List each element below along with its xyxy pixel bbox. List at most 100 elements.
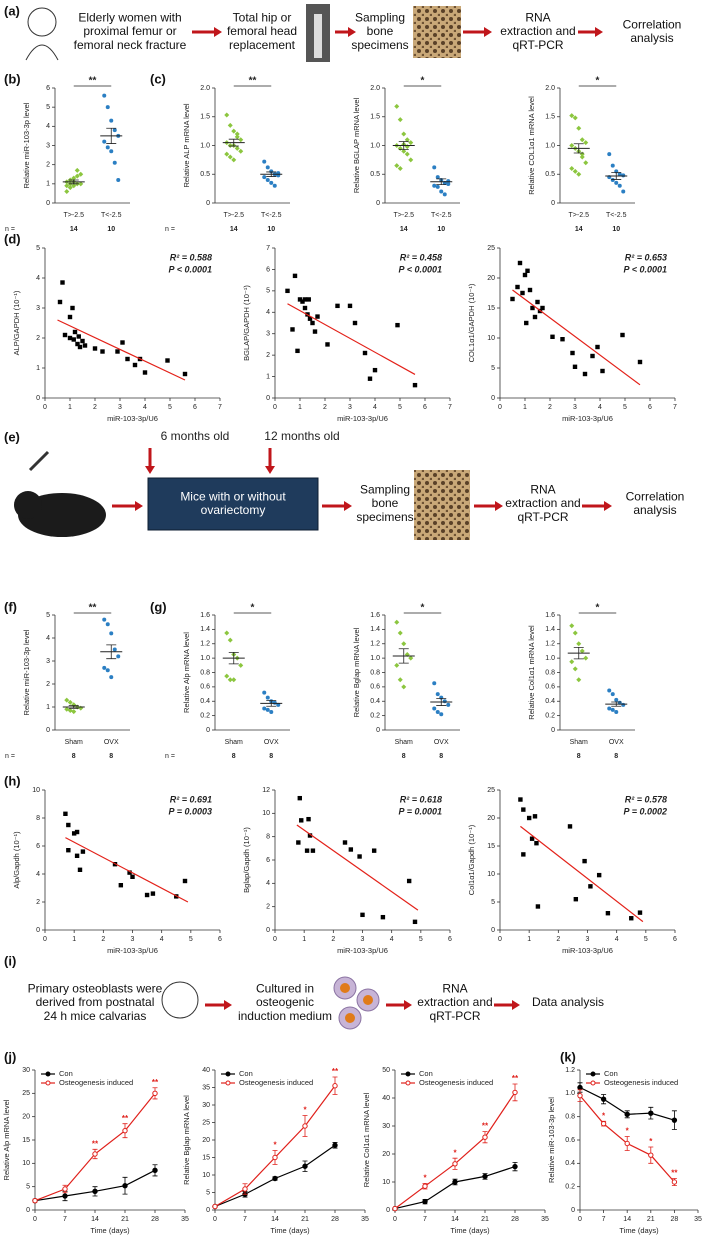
panel-label: (i) — [4, 953, 16, 968]
data-point — [302, 1123, 308, 1129]
flow-arrowhead — [495, 501, 503, 511]
x-tick-label: 7 — [218, 404, 222, 411]
data-point — [412, 382, 418, 388]
data-point — [482, 1134, 488, 1140]
flow-text: Data analysis — [532, 995, 604, 1009]
x-tick-label: T<-2.5 — [101, 212, 122, 219]
data-point — [560, 337, 565, 342]
data-point — [57, 299, 63, 305]
x-tick-label: 7 — [448, 404, 452, 411]
y-tick-label: 5 — [36, 245, 40, 252]
flow-text: Correlation — [626, 489, 685, 503]
x-tick-label: 2 — [556, 936, 560, 943]
y-tick-label: 4 — [46, 635, 50, 642]
data-point — [401, 131, 407, 137]
data-point — [442, 192, 447, 197]
y-axis-label: Relative Col1α1 mRNA level — [527, 625, 536, 720]
x-tick-label: 21 — [121, 1216, 129, 1223]
data-point — [224, 630, 230, 636]
x-tick-label: Sham — [225, 739, 243, 746]
data-point — [583, 140, 589, 146]
significance: ** — [92, 1139, 99, 1148]
woman-icon-head — [27, 7, 57, 37]
data-point — [588, 884, 593, 889]
bone-image — [413, 6, 461, 58]
x-tick-label: 5 — [398, 404, 402, 411]
x-tick-label: T>-2.5 — [64, 212, 85, 219]
flow-text: RNA — [530, 482, 555, 496]
data-point — [224, 112, 230, 118]
data-point — [583, 160, 589, 166]
data-point — [299, 818, 304, 823]
x-tick-label: 6 — [193, 404, 197, 411]
data-point — [512, 1089, 518, 1096]
data-point — [60, 280, 65, 285]
data-point — [648, 1110, 654, 1116]
data-point — [67, 185, 73, 191]
data-point — [62, 332, 68, 338]
data-point — [412, 919, 418, 925]
data-point — [397, 145, 403, 151]
significance: * — [596, 76, 600, 87]
r-squared: R² = 0.653 — [625, 252, 667, 262]
data-point — [102, 93, 107, 98]
fit-line — [520, 825, 644, 923]
data-point — [74, 853, 80, 858]
fit-line — [296, 824, 419, 911]
y-axis-label: Relative COL1α1 mRNA level — [527, 96, 536, 195]
x-tick-label: Sham — [395, 739, 413, 746]
data-point — [621, 173, 626, 178]
y-tick-label: 5 — [26, 1184, 30, 1191]
y-tick-label: 2.0 — [200, 85, 210, 92]
data-point — [66, 848, 71, 853]
y-tick-label: 5 — [206, 1189, 210, 1196]
data-point — [71, 831, 77, 836]
y-tick-label: 0.4 — [200, 698, 210, 705]
data-point — [132, 362, 138, 368]
x-tick-label: 0 — [273, 404, 277, 411]
y-axis-label: Relative Alp mRNA level — [2, 1099, 11, 1180]
y-axis-label: BGLAP/GAPDH (10⁻¹) — [242, 285, 251, 361]
data-point — [607, 706, 612, 711]
y-tick-label: 2 — [36, 335, 40, 342]
sem-bar — [266, 700, 277, 707]
mouse-head-icon — [161, 981, 199, 1019]
y-tick-label: 25 — [202, 1119, 210, 1126]
data-point — [582, 371, 588, 377]
panel-label: (g) — [150, 599, 167, 614]
data-point — [292, 273, 298, 279]
x-tick-label: 3 — [586, 936, 590, 943]
x-tick-label: T>-2.5 — [394, 212, 415, 219]
p-value: P = 0.0003 — [169, 806, 212, 816]
data-point — [617, 172, 622, 177]
cell-nucleus — [363, 995, 373, 1005]
significance: * — [453, 1148, 457, 1157]
data-point — [265, 178, 270, 182]
n-value: 8 — [232, 753, 236, 760]
data-point — [576, 125, 582, 131]
significance: ** — [89, 76, 97, 87]
data-point — [127, 870, 132, 875]
flow-text: femoral head — [227, 24, 297, 38]
data-point — [397, 117, 403, 123]
x-tick-label: T>-2.5 — [569, 212, 590, 219]
significance: * — [273, 1141, 277, 1150]
flow-text: Total hip or — [233, 10, 292, 24]
y-tick-label: 10 — [382, 1179, 390, 1186]
y-tick-label: 1.5 — [200, 114, 210, 121]
data-point — [518, 797, 523, 802]
y-tick-label: 1.6 — [200, 612, 210, 619]
data-point — [367, 376, 373, 381]
flow-text: derived from postnatal — [36, 995, 155, 1009]
data-point — [535, 299, 540, 305]
x-tick-label: T<-2.5 — [606, 212, 627, 219]
n-value: 8 — [72, 753, 76, 760]
data-point — [435, 710, 440, 715]
y-tick-label: 30 — [382, 1123, 390, 1130]
data-point — [182, 878, 188, 884]
y-axis-label: Relative miR-103-3p level — [22, 629, 31, 715]
flow-text: Cultured in — [256, 981, 314, 995]
data-point — [105, 668, 110, 673]
p-value: P = 0.0002 — [624, 806, 667, 816]
significance: * — [423, 1174, 427, 1183]
